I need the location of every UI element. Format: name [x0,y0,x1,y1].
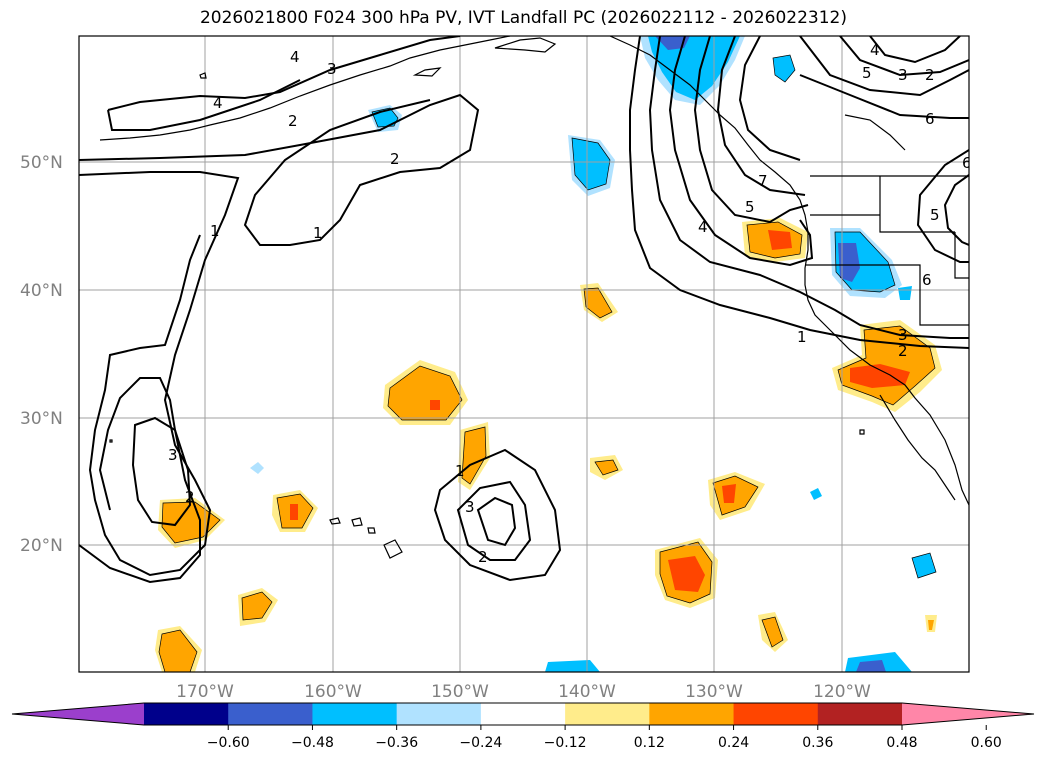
anomaly-outlines [158,54,937,672]
contour-label-3-nw: 3 [327,60,337,78]
contour-label-1-b: 1 [313,224,323,242]
lon-label-140: 140°W [558,682,616,702]
contour-label-4-ne2: 4 [870,41,880,59]
colorbar-tick-label: −0.60 [207,735,250,751]
contour-label-4-nw: 4 [290,48,300,66]
colorbar-segment [396,703,482,725]
contour-label-2-ne: 2 [898,342,908,360]
contour-label-3-sw: 3 [168,446,178,464]
contour-label-6-e: 6 [922,271,932,289]
colorbar-extend-low [12,703,144,725]
lat-label-20: 20°N [20,536,63,556]
contour-label-4-coast: 4 [698,218,708,236]
colorbar-segment [312,703,398,725]
lon-label-130: 130°W [685,682,743,702]
contour-label-7-coast: 7 [758,172,768,190]
contour-label-3-ne: 3 [898,326,908,344]
map-title: 2026021800 F024 300 hPa PV, IVT Landfall… [199,8,847,28]
colorbar-segment [649,703,735,725]
lat-label-40: 40°N [20,281,63,301]
lon-label-120: 120°W [813,682,871,702]
map-frame [78,35,970,673]
colorbar-tick-label: 0.48 [886,735,917,751]
colorbar-tick-label: −0.12 [544,735,587,751]
latitude-labels: 50°N 40°N 30°N 20°N [20,153,63,556]
contour-label-2-ne2: 2 [925,66,935,84]
lat-label-30: 30°N [20,409,63,429]
contour-label-5-ne: 5 [862,64,872,82]
lon-label-150: 150°W [431,682,489,702]
contour-label-2-mid: 2 [478,548,488,566]
pv-contour-labels: 4 3 4 2 2 1 1 3 2 1 3 2 4 5 7 1 3 2 6 5 … [168,41,972,566]
contour-label-5-coast: 5 [745,198,755,216]
colorbar-segment [480,703,566,725]
map-background [79,36,969,672]
contour-label-1-a: 1 [210,222,220,240]
contour-label-2-a: 2 [288,112,298,130]
colorbar-tick-label: 0.36 [802,735,833,751]
contour-label-1-coast: 1 [797,328,807,346]
contour-label-3-ne2: 3 [898,66,908,84]
colorbar-extend-high [902,703,1034,725]
colorbar-tick-label: −0.24 [459,735,502,751]
colorbar: −0.60 −0.48 −0.36 −0.24 −0.12 0.12 0.24 0.36 0.4… [11,702,1035,751]
contour-label-6-e2: 6 [962,154,972,172]
lon-label-160: 160°W [304,682,362,702]
lon-label-170: 170°W [176,682,234,702]
longitude-labels: 170°W 160°W 150°W 140°W 130°W 120°W [176,682,871,702]
lat-label-50: 50°N [20,153,63,173]
contour-label-2-b: 2 [390,150,400,168]
contour-label-3-mid: 3 [465,498,475,516]
colorbar-tick-label: 0.60 [971,735,1002,751]
colorbar-segment [817,703,903,725]
colorbar-segment [228,703,313,725]
colorbar-outline [11,702,1035,726]
colorbar-segment [565,703,650,725]
contour-label-4-w: 4 [213,94,223,112]
colorbar-tick-label: −0.48 [291,735,334,751]
gridlines [79,36,969,672]
coastlines [99,36,969,559]
contour-label-5-e: 5 [930,206,940,224]
colorbar-tick-label: −0.36 [375,735,418,751]
contour-label-2-sw: 2 [185,488,195,506]
colorbar-tick-label: 0.12 [634,735,665,751]
colorbar-segment [733,703,819,725]
pv-contours [79,36,969,584]
colorbar-tick-label: 0.24 [718,735,749,751]
contour-label-6-ne: 6 [925,110,935,128]
colorbar-segment [144,703,229,725]
contour-label-1-mid: 1 [455,462,465,480]
